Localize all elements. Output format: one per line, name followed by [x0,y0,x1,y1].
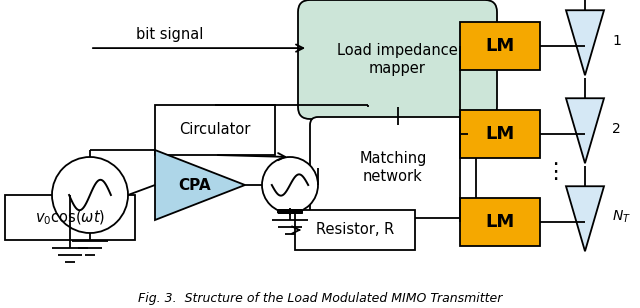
Text: $v_0\cos(\omega t)$: $v_0\cos(\omega t)$ [35,208,105,227]
Text: Matching
network: Matching network [359,151,427,184]
Polygon shape [566,98,604,163]
Text: 1: 1 [612,34,621,48]
Text: LM: LM [485,213,515,231]
Text: Load impedance
mapper: Load impedance mapper [337,43,458,76]
Bar [460,198,540,246]
Text: $N_T$: $N_T$ [612,209,631,225]
Bar [460,22,540,70]
Text: bit signal: bit signal [136,26,204,42]
Text: LM: LM [485,37,515,55]
Text: CPA: CPA [179,177,211,192]
Circle shape [262,157,318,213]
Text: 2: 2 [612,122,621,136]
Bar [295,210,415,250]
Text: LM: LM [485,125,515,143]
FancyBboxPatch shape [298,0,497,119]
Polygon shape [566,186,604,251]
Text: Fig. 3.  Structure of the Load Modulated MIMO Transmitter: Fig. 3. Structure of the Load Modulated … [138,292,502,305]
Text: ⋮: ⋮ [544,162,566,182]
Polygon shape [566,10,604,75]
Text: Resistor, R: Resistor, R [316,222,394,237]
Circle shape [52,157,128,233]
Bar [460,110,540,158]
Text: Circulator: Circulator [179,123,251,137]
Polygon shape [155,150,245,220]
FancyBboxPatch shape [310,117,476,218]
Bar [5,195,135,240]
Bar [155,105,275,155]
